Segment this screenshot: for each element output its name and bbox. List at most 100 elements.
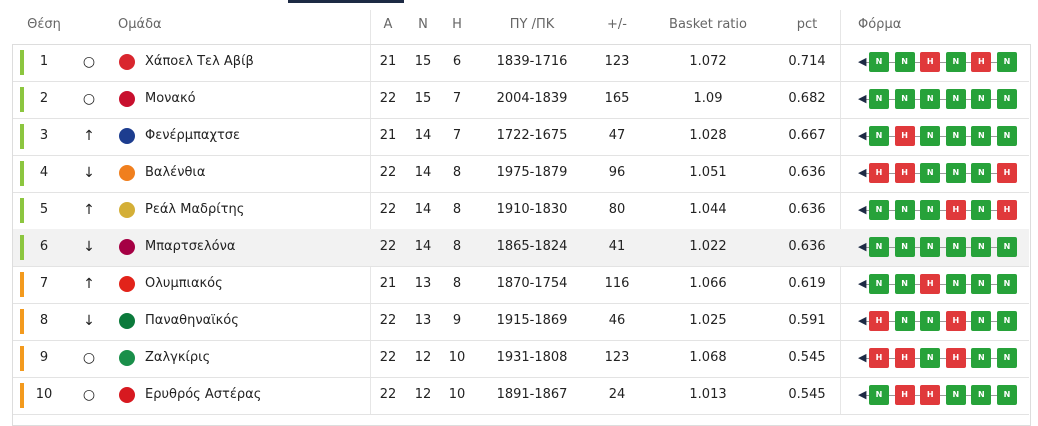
pct: 0.591 (788, 313, 826, 328)
trend: ↓ (83, 313, 95, 329)
form-result: H (920, 52, 941, 72)
played: 22 (379, 202, 397, 217)
position: 2 (39, 91, 49, 106)
status-bar (20, 383, 24, 408)
header-wins: N (418, 17, 428, 32)
diff: 80 (608, 202, 626, 217)
team-name[interactable]: Μονακό (145, 91, 196, 106)
losses: 8 (452, 276, 462, 291)
form-result: N (971, 311, 992, 331)
status-bar (20, 124, 24, 149)
header-points: ΠΥ /ΠΚ (509, 17, 555, 32)
team-name[interactable]: Φενέρμπαχτσε (145, 128, 241, 143)
team-name[interactable]: Βαλένθια (145, 165, 206, 180)
team-logo (119, 202, 135, 218)
column-separator (370, 10, 371, 414)
points: 1910-1830 (496, 202, 568, 217)
diff: 41 (608, 239, 626, 254)
diff: 96 (608, 165, 626, 180)
form-arrow: ◀ (858, 129, 867, 142)
played: 22 (379, 387, 397, 402)
form-result: N (997, 126, 1017, 146)
trend: ○ (82, 91, 96, 107)
form-result: N (945, 237, 966, 257)
points: 1975-1879 (496, 165, 568, 180)
form-result: N (945, 126, 966, 146)
team-name[interactable]: Ρεάλ Μαδρίτης (145, 202, 245, 217)
played: 22 (379, 239, 397, 254)
form-arrow: ◀ (858, 388, 867, 401)
form-result: N (945, 52, 966, 72)
page: {"header": {"position": "Θέση", "team": … (12, 0, 1031, 426)
team-logo (119, 387, 135, 403)
pct: 0.545 (788, 387, 826, 402)
form-result: H (971, 52, 992, 72)
form-arrow: ◀ (858, 314, 867, 327)
form-result: N (945, 385, 966, 405)
form-result: N (894, 200, 915, 220)
table-row: 8 ↓ Παναθηναϊκός 22 13 9 1915-1869 46 1.025 0.591… (13, 303, 1029, 341)
form-result: H (920, 274, 941, 294)
losses: 9 (452, 313, 462, 328)
position: 8 (39, 313, 49, 328)
wins: 15 (414, 54, 432, 69)
status-bar (20, 198, 24, 223)
team-logo (119, 313, 135, 329)
form-arrow: ◀ (858, 166, 867, 179)
form-arrow: ◀ (858, 277, 867, 290)
trend: ↓ (83, 239, 95, 255)
played: 22 (379, 165, 397, 180)
team-name[interactable]: Ζαλγκίρις (145, 350, 211, 365)
team-name[interactable]: Ερυθρός Αστέρας (145, 387, 262, 402)
losses: 7 (452, 91, 462, 106)
status-bar (20, 235, 24, 260)
header-played: A (383, 17, 393, 32)
team-name[interactable]: Μπαρτσελόνα (145, 239, 236, 254)
position: 1 (39, 54, 49, 69)
header-form: Φόρμα (858, 17, 902, 32)
header-team: Ομάδα (118, 17, 162, 32)
form-result: N (997, 274, 1017, 294)
form-result: N (869, 200, 889, 220)
header-ratio: Basket ratio (669, 17, 747, 32)
pct: 0.714 (788, 54, 826, 69)
form-arrow: ◀ (858, 55, 867, 68)
form-result: N (920, 89, 941, 109)
form-result: N (945, 89, 966, 109)
position: 9 (39, 350, 49, 365)
losses: 8 (452, 202, 462, 217)
form-result: N (869, 274, 889, 294)
played: 22 (379, 313, 397, 328)
header-pct: pct (796, 17, 818, 32)
diff: 46 (608, 313, 626, 328)
wins: 12 (414, 350, 432, 365)
ratio: 1.013 (689, 387, 727, 402)
form-arrow: ◀ (858, 92, 867, 105)
losses: 8 (452, 239, 462, 254)
played: 22 (379, 350, 397, 365)
team-name[interactable]: Παναθηναϊκός (145, 313, 239, 328)
ratio: 1.028 (689, 128, 727, 143)
form-result: N (997, 237, 1017, 257)
points: 1915-1869 (496, 313, 568, 328)
table-row: 1 ○ Χάποελ Τελ Αβίβ 21 15 6 1839-1716 123 1.072 0… (13, 44, 1029, 82)
played: 22 (379, 91, 397, 106)
ratio: 1.044 (689, 202, 727, 217)
losses: 10 (448, 350, 466, 365)
team-name[interactable]: Χάποελ Τελ Αβίβ (145, 54, 254, 69)
diff: 116 (604, 276, 630, 291)
form-result: H (997, 200, 1017, 220)
pct: 0.682 (788, 91, 826, 106)
table-row: 10 ○ Ερυθρός Αστέρας 22 12 10 1891-1867 24 1.013… (13, 377, 1029, 415)
ratio: 1.09 (693, 91, 723, 106)
position: 7 (39, 276, 49, 291)
column-separator (840, 10, 841, 414)
form-result: N (971, 348, 992, 368)
team-name[interactable]: Ολυμπιακός (145, 276, 223, 291)
diff: 123 (604, 54, 630, 69)
form-result: H (894, 163, 915, 183)
status-bar (20, 50, 24, 75)
points: 1839-1716 (496, 54, 568, 69)
pct: 0.636 (788, 239, 826, 254)
played: 21 (379, 128, 397, 143)
